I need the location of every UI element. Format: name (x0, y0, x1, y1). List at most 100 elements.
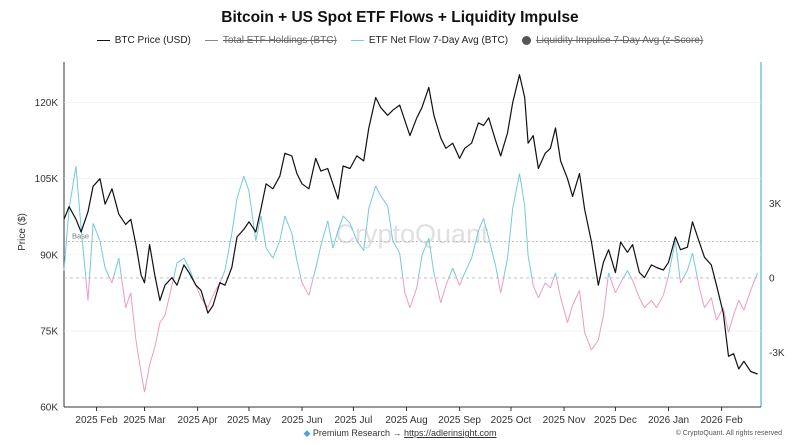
etf-flow-segment (638, 297, 645, 308)
legend-item-btc-price[interactable]: BTC Price (USD) (96, 35, 191, 46)
base-label: Base (72, 232, 89, 241)
legend-item-liquidity-impulse[interactable]: Liquidity Impulse 7-Day Avg (z-Score) (522, 35, 703, 46)
etf-flow-segment (500, 277, 505, 293)
etf-flow-segment (497, 277, 502, 293)
etf-flow-segment (674, 240, 681, 278)
etf-flow-segment (462, 272, 466, 279)
etf-flow-segment (231, 198, 238, 234)
etf-flow-segment (375, 185, 382, 197)
etf-flow-segment (597, 315, 604, 341)
etf-flow-segment (387, 205, 394, 241)
etf-flow-segment (308, 277, 314, 296)
etf-flow-segment (363, 208, 370, 251)
etf-flow-segment (452, 267, 458, 279)
etf-flow-segment (392, 240, 401, 254)
etf-flow-segment (327, 220, 334, 249)
x-tick-label: 2025 Dec (594, 415, 637, 426)
y-left-tick-label: 75K (40, 326, 58, 337)
etf-flow-segment (255, 215, 262, 241)
etf-flow-segment (320, 220, 329, 246)
etf-flow-segment (622, 270, 628, 279)
etf-flow-segment (224, 233, 233, 271)
etf-flow-segment (279, 215, 286, 241)
x-tick-label: 2025 Jun (281, 415, 322, 426)
etf-flow-segment (409, 287, 418, 308)
diamond-icon: ◆ (303, 428, 311, 438)
x-tick-label: 2025 Aug (385, 415, 427, 426)
etf-flow-segment (591, 339, 599, 351)
etf-flow-segment (416, 277, 419, 288)
y-left-tick-label: 105K (35, 174, 59, 185)
etf-flow-segment (433, 272, 436, 279)
etf-flow-segment (555, 272, 558, 279)
x-tick-label: 2025 Jul (335, 415, 373, 426)
footer-link[interactable]: https://adlerinsight.com (403, 428, 497, 438)
etf-flow-segment (519, 173, 526, 207)
etf-flow-segment (578, 290, 586, 333)
etf-flow-segment (125, 292, 132, 308)
etf-flow-segment (164, 285, 173, 316)
etf-flow-segment (428, 238, 435, 274)
etf-flow-segment (140, 372, 145, 393)
etf-flow-segment (692, 253, 698, 279)
x-tick-label: 2025 Nov (543, 415, 586, 426)
footer-prefix: Premium Research → (312, 428, 402, 438)
etf-flow-segment (176, 257, 185, 264)
etf-flow-segment (650, 299, 657, 309)
etf-flow-segment (118, 258, 123, 279)
etf-flow-segment (173, 262, 178, 279)
etf-flow-segment (445, 277, 450, 286)
x-tick-label: 2025 Sep (438, 415, 481, 426)
legend-item-etf-net-flow[interactable]: ETF Net Flow 7-Day Avg (BTC) (350, 35, 509, 46)
etf-flow-segment (738, 300, 745, 311)
etf-flow-segment (495, 265, 499, 279)
etf-flow-segment (755, 272, 759, 279)
y-right-tick-label: 3K (769, 199, 782, 210)
etf-flow-segment (471, 230, 479, 259)
etf-flow-segment (609, 277, 616, 293)
etf-flow-segment (312, 267, 317, 279)
etf-flow-segment (459, 277, 464, 286)
etf-flow-segment (112, 257, 120, 279)
x-tick-label: 2025 Apr (178, 415, 219, 426)
etf-flow-segment (421, 238, 430, 256)
legend-label-etf-holdings: Total ETF Holdings (BTC) (222, 35, 337, 46)
y-axis-title: Price ($) (17, 213, 28, 251)
etf-flow-segment (448, 267, 454, 279)
etf-flow-segment (399, 253, 404, 278)
etf-flow-segment (710, 297, 717, 321)
etf-flow-segment (92, 223, 101, 241)
etf-flow-segment (104, 267, 111, 279)
etf-flow-segment (656, 295, 664, 308)
etf-flow-segment (512, 173, 521, 209)
etf-flow-segment (315, 245, 322, 269)
etf-flow-segment (236, 176, 245, 199)
etf-flow-segment (602, 277, 609, 316)
legend-item-etf-holdings[interactable]: Total ETF Holdings (BTC) (204, 35, 337, 46)
etf-flow-segment (503, 257, 509, 279)
etf-flow-segment (584, 332, 592, 351)
etf-flow-segment (207, 295, 214, 308)
etf-flow-segment (154, 322, 161, 348)
etf-flow-segment (380, 195, 389, 207)
etf-flow-segment (620, 277, 624, 284)
etf-flow-segment (337, 215, 344, 231)
etf-flow-segment (527, 255, 533, 279)
x-tick-label: 2026 Jan (648, 415, 689, 426)
etf-flow-segment (130, 292, 137, 341)
etf-flow-segment (477, 218, 485, 231)
etf-flow-segment (88, 223, 94, 278)
etf-flow-segment (608, 272, 611, 279)
etf-flow-segment (143, 364, 151, 393)
etf-flow-segment (682, 270, 688, 279)
etf-flow-segment (537, 282, 546, 299)
legend-label-etf-net-flow: ETF Net Flow 7-Day Avg (BTC) (368, 35, 509, 46)
etf-flow-segment (686, 252, 693, 271)
y-left-tick-label: 90K (40, 250, 58, 261)
etf-flow-segment (630, 277, 634, 281)
etf-flow-segment (549, 277, 555, 289)
etf-flow-segment (743, 290, 752, 311)
etf-flow-segment (85, 277, 89, 301)
etf-flow-segment (632, 280, 640, 298)
